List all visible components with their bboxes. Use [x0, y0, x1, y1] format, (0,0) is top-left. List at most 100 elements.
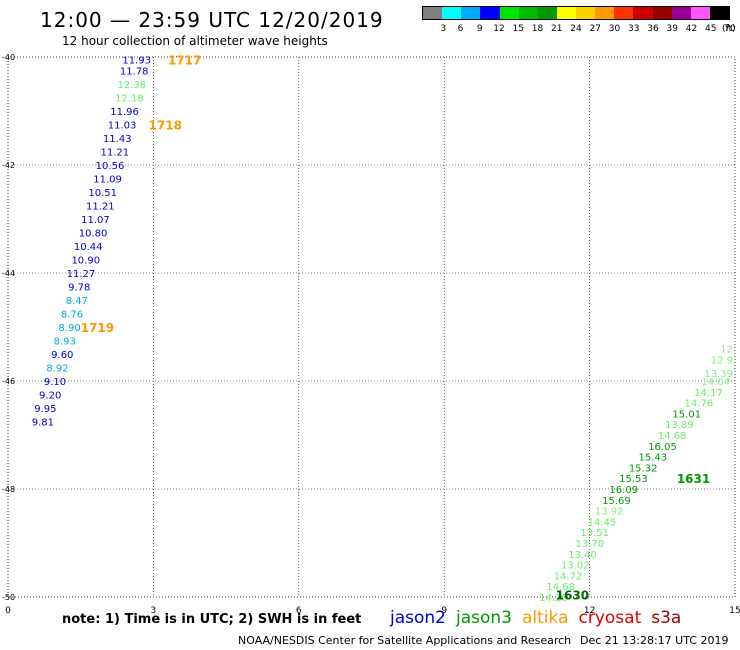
wave-height-point: 12.18 [115, 94, 144, 105]
y-tick-label: -44 [2, 269, 15, 278]
wave-height-point: 11.03 [108, 121, 137, 132]
wave-height-point: 12.38 [117, 80, 146, 91]
wave-height-point: 14.17 [694, 388, 723, 399]
wave-height-point: 14.76 [685, 399, 714, 410]
credit-text: NOAA/NESDIS Center for Satellite Applica… [238, 634, 572, 647]
color-scale-label: 33 [628, 24, 640, 34]
timestamp-text: Dec 21 13:28:17 UTC 2019 [580, 634, 729, 647]
color-scale-unit: (ft) [722, 24, 736, 34]
x-tick-label: 15 [729, 606, 740, 616]
x-tick-label: 12 [584, 606, 595, 616]
wave-height-point: 11.27 [67, 269, 96, 280]
color-scale-label: 15 [512, 24, 524, 34]
color-scale-label: 6 [457, 24, 464, 34]
wave-height-point: 8.90 [58, 323, 80, 334]
x-tick-label: 9 [441, 606, 447, 616]
color-scale-label: 9 [476, 24, 483, 34]
wave-height-point: 16.05 [648, 442, 677, 453]
y-tick-label: -48 [2, 485, 15, 494]
wave-height-point: 13.51 [580, 528, 609, 539]
chart-subtitle: 12 hour collection of altimeter wave hei… [62, 34, 328, 48]
wave-height-point: 8.76 [61, 310, 83, 321]
wave-height-point: 10.80 [79, 229, 108, 240]
wave-height-point: 12.9 [711, 355, 733, 366]
color-scale-label: 21 [551, 24, 563, 34]
wave-height-point: 11.21 [86, 202, 115, 213]
wave-height-point: 11.07 [81, 215, 110, 226]
wave-height-point: 9.10 [44, 377, 66, 388]
pass-number-label: 1630 [556, 588, 589, 602]
pass-number-label: 1718 [149, 119, 182, 133]
wave-height-point: 13.89 [665, 420, 694, 431]
y-tick-label: -42 [2, 161, 15, 170]
wave-height-point: 13.02 [561, 561, 590, 572]
color-scale-label: 30 [608, 24, 621, 34]
plot-frame [7, 56, 736, 598]
color-swatch [461, 7, 481, 19]
color-swatch [556, 7, 576, 19]
color-scale-legend: 3 6 9 12 15 18 21 24 27 30 33 36 39 42 45 70 (ft) [422, 6, 736, 38]
x-tick-label: 6 [296, 606, 302, 616]
wave-height-point: 10.44 [74, 242, 103, 253]
y-tick-label: -46 [2, 377, 15, 386]
pass-number-label: 1717 [168, 54, 201, 68]
wave-height-point: 10.90 [71, 256, 100, 267]
color-swatch [652, 7, 672, 19]
wave-height-point: 14.68 [658, 431, 687, 442]
wave-height-point: 9.78 [68, 283, 90, 294]
satellite-label-cryosat: cryosat [578, 608, 642, 628]
wave-height-point: 15.01 [672, 409, 701, 420]
wave-height-point: 12 [720, 345, 733, 356]
color-swatch [709, 7, 729, 19]
satellite-label-jason2: jason2 [390, 608, 446, 628]
wave-height-point: 11.21 [101, 148, 130, 159]
color-swatch [671, 7, 691, 19]
x-tick-label: 3 [151, 606, 157, 616]
color-swatch [480, 7, 500, 19]
wave-height-point: 14.72 [554, 571, 583, 582]
color-scale-label: 24 [570, 24, 582, 34]
wave-height-point: 9.60 [51, 350, 73, 361]
wave-height-point: 15.32 [629, 463, 658, 474]
color-scale-label: 70 [724, 24, 736, 34]
color-swatch [595, 7, 615, 19]
color-scale-label: 45 [705, 24, 717, 34]
pass-number-label: 1631 [677, 472, 710, 486]
pass-number-label: 1719 [81, 321, 114, 335]
color-scale-bar [422, 6, 730, 20]
color-scale-label: 39 [666, 24, 678, 34]
color-scale-label: 42 [685, 24, 698, 34]
color-scale-label: 12 [493, 24, 505, 34]
wave-height-point: 15.69 [602, 496, 631, 507]
color-swatch [537, 7, 557, 19]
wave-height-point: 16.09 [609, 485, 638, 496]
color-swatch [614, 7, 634, 19]
chart-title: 12:00 — 23:59 UTC 12/20/2019 [40, 8, 384, 32]
wave-height-point: 8.47 [66, 296, 88, 307]
footer-note: note: 1) Time is in UTC; 2) SWH is in fe… [62, 612, 362, 627]
wave-height-point: 14.04 [702, 377, 731, 388]
wave-height-point: 11.96 [110, 107, 139, 118]
color-scale-label: 27 [589, 24, 601, 34]
satellite-label-s3a: s3a [651, 608, 682, 628]
color-swatch [576, 7, 596, 19]
wave-height-point: 9.20 [39, 391, 61, 402]
color-swatch [423, 7, 443, 19]
color-swatch [518, 7, 538, 19]
y-tick-label: -50 [2, 593, 15, 602]
satellite-legend: jason2 jason3 altika cryosat s3a [390, 608, 691, 628]
wave-height-point: 15.53 [619, 474, 648, 485]
wave-height-point: 11.93 [122, 56, 151, 67]
y-tick-label: -40 [2, 53, 15, 62]
satellite-label-jason3: jason3 [456, 608, 512, 628]
wave-height-point: 10.51 [88, 188, 117, 199]
satellite-label-altika: altika [522, 608, 569, 628]
x-tick-label: 0 [5, 606, 11, 616]
wave-height-point: 13.40 [568, 550, 597, 561]
wave-height-point: 13.39 [704, 369, 733, 380]
color-scale-label: 18 [531, 24, 544, 34]
wave-height-point: 15.43 [639, 453, 668, 464]
color-swatch [499, 7, 519, 19]
wave-height-point: 11.43 [103, 134, 132, 145]
